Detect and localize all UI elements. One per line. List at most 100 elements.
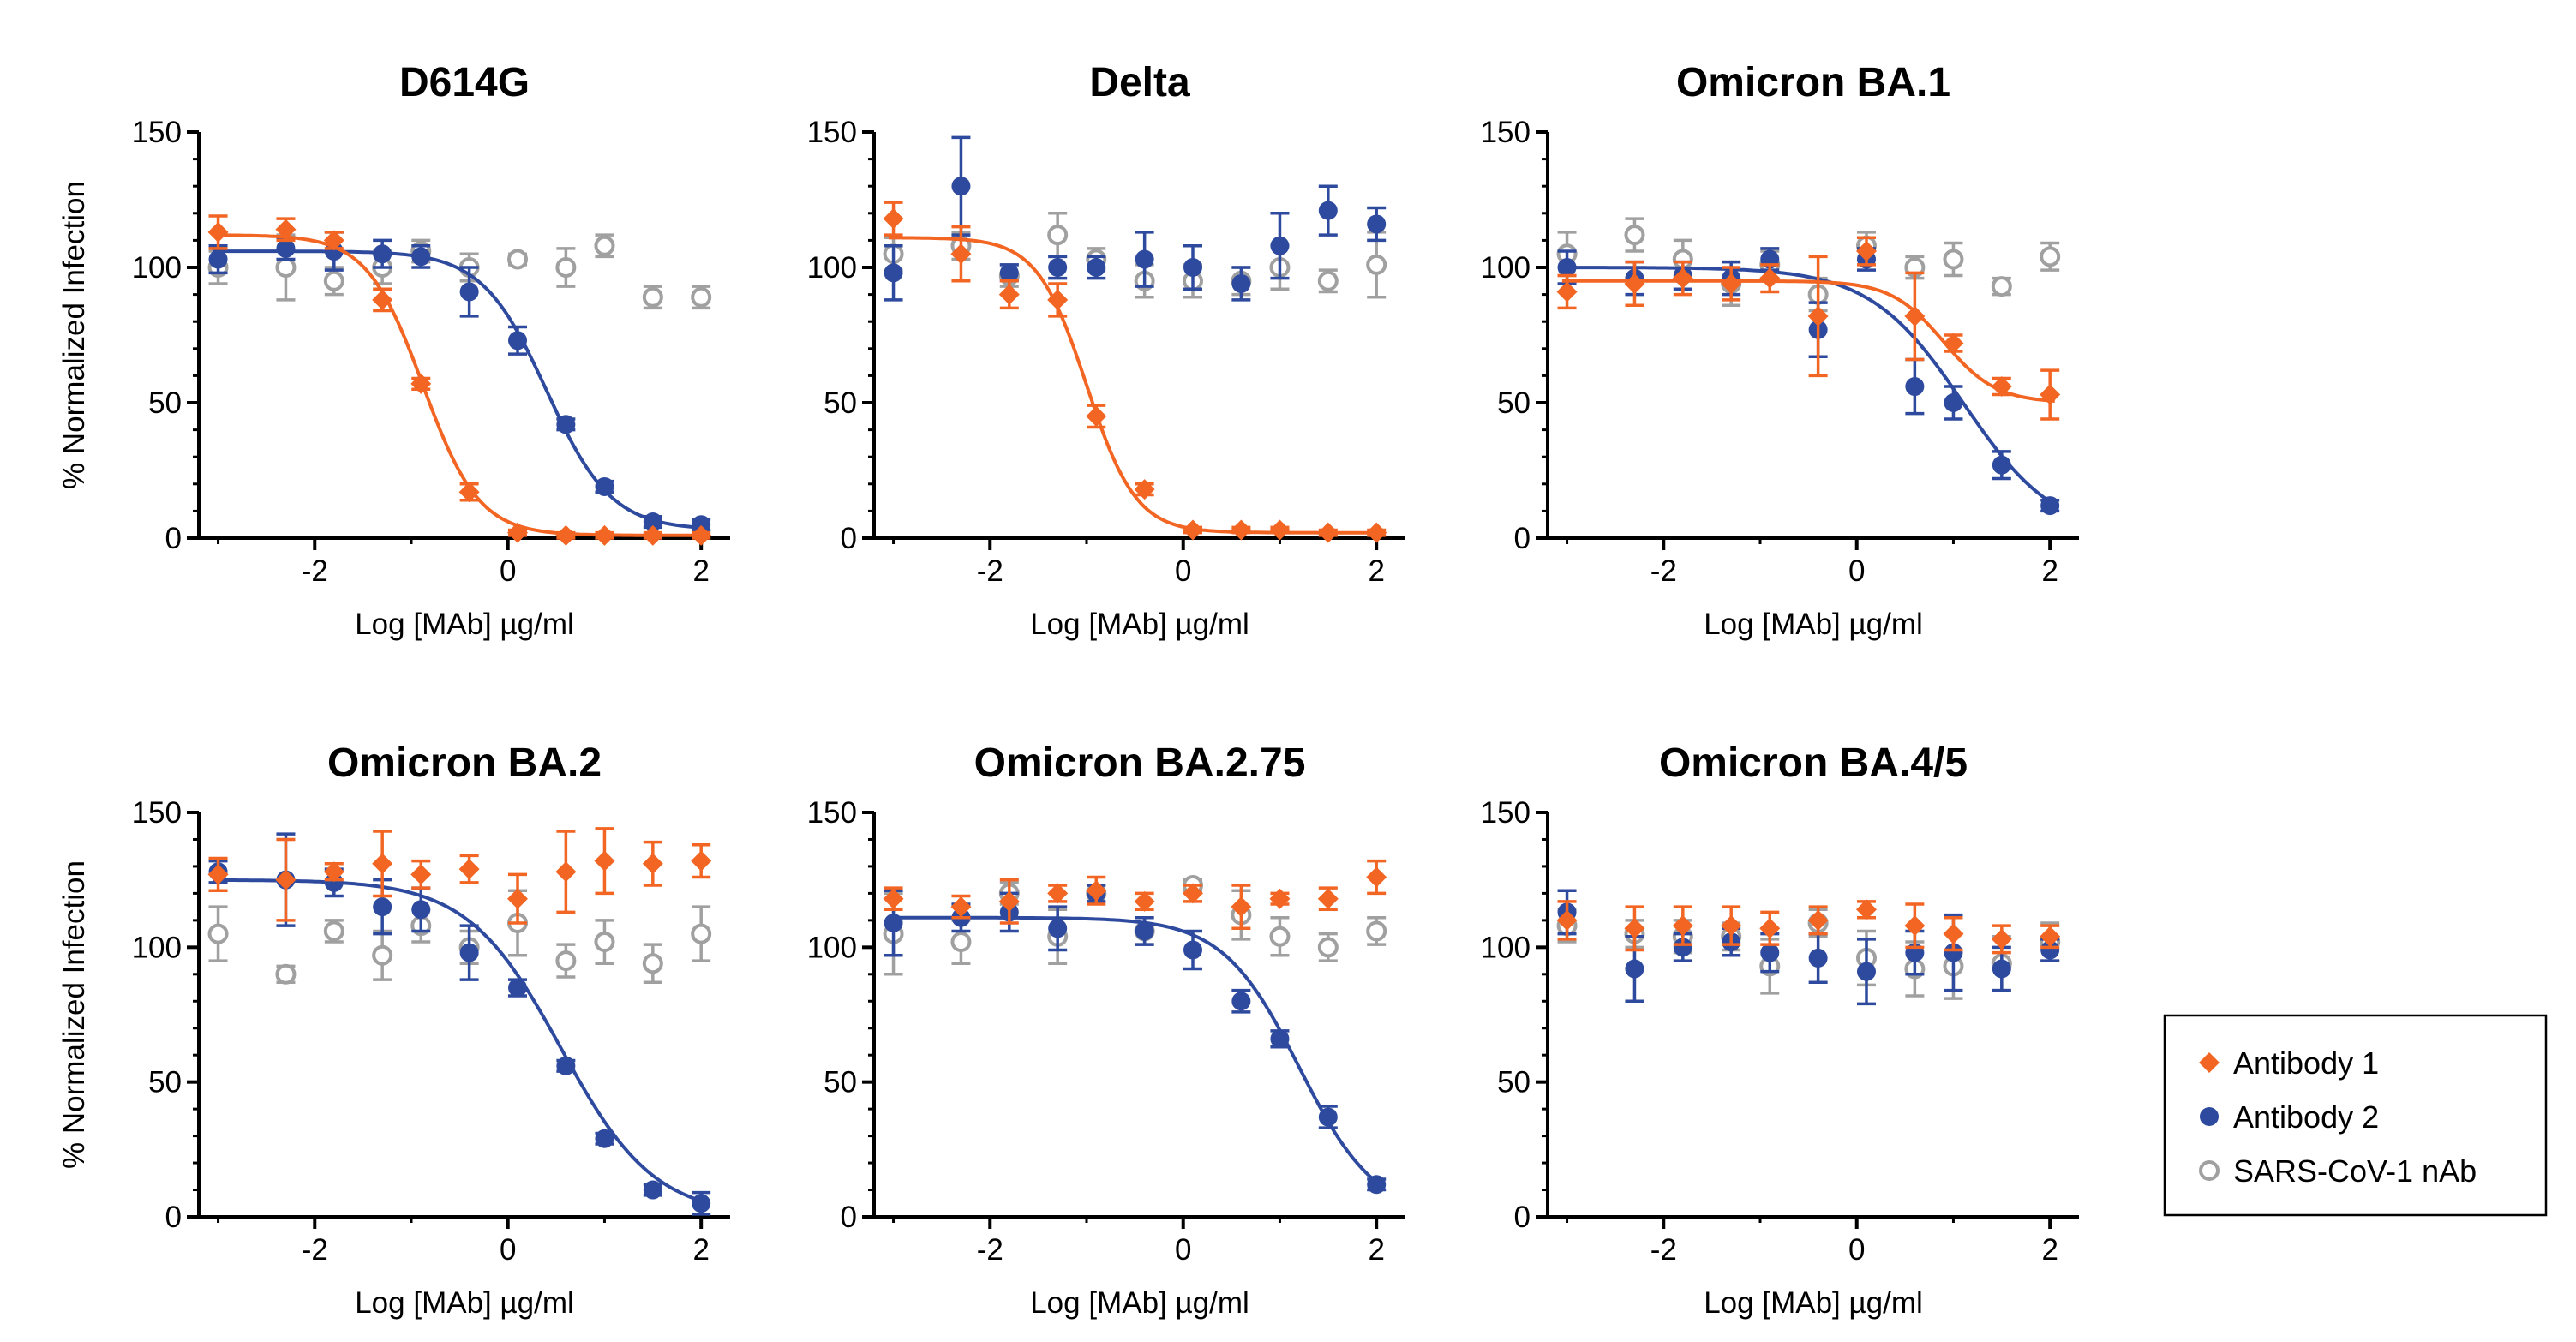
data-point xyxy=(692,515,711,535)
data-point xyxy=(1991,928,2012,950)
series-sars-cov-1-nab xyxy=(1556,217,2061,313)
data-point xyxy=(643,1180,662,1200)
data-point xyxy=(1367,1175,1387,1195)
data-point xyxy=(1991,376,2012,398)
x-tick-label: 2 xyxy=(692,554,709,588)
fit-curve xyxy=(888,236,1381,535)
data-point xyxy=(1624,918,1645,939)
data-point xyxy=(1672,267,1693,289)
data-point xyxy=(275,219,297,240)
series-antibody-1 xyxy=(1556,899,2061,955)
chart-panel-omicron-ba-2: Omicron BA.2 0 50 100 150 -2 0 2 Log [MAb] µg/ml… xyxy=(57,740,730,1320)
data-point xyxy=(1759,267,1781,289)
series-sars-cov-1-nab xyxy=(207,889,712,985)
legend-label-antibody-2: Antibody 2 xyxy=(2233,1099,2379,1135)
x-axis-label: Log [MAb] µg/ml xyxy=(355,1286,574,1320)
data-point xyxy=(691,286,712,308)
chart-title: Delta xyxy=(1089,60,1190,105)
data-point xyxy=(1086,880,1107,902)
y-tick-label: 150 xyxy=(807,116,857,149)
data-point xyxy=(276,238,296,258)
data-point xyxy=(1135,249,1154,269)
data-point xyxy=(1943,333,1964,354)
data-point xyxy=(1269,519,1291,541)
y-tick-label: 100 xyxy=(807,251,857,285)
legend-label-antibody-1: Antibody 1 xyxy=(2233,1045,2379,1081)
data-point xyxy=(1087,258,1106,277)
data-point xyxy=(2040,246,2061,267)
data-point xyxy=(1721,273,1742,294)
data-point xyxy=(1366,254,1387,275)
legend-marker-antibody-2 xyxy=(2200,1107,2219,1126)
x-tick-label: -2 xyxy=(977,554,1003,588)
data-point xyxy=(1086,405,1107,427)
y-tick-label: 100 xyxy=(132,251,182,285)
data-point xyxy=(207,923,229,944)
data-point xyxy=(642,953,663,974)
data-point xyxy=(556,1056,576,1075)
data-point xyxy=(1366,920,1387,942)
data-point xyxy=(508,978,527,998)
fit-curve xyxy=(888,915,1383,1188)
data-point xyxy=(207,221,229,243)
data-point xyxy=(642,286,663,308)
data-point xyxy=(1183,519,1203,541)
data-point xyxy=(1231,896,1252,918)
chart-panel-d614g: D614G 0 50 100 150 -2 0 2 Log [MAb] µg/ml % Norma… xyxy=(57,60,730,641)
data-point xyxy=(373,244,392,264)
data-point xyxy=(323,230,344,251)
data-point xyxy=(1318,201,1338,220)
data-point xyxy=(458,482,480,503)
data-point xyxy=(411,247,431,267)
data-point xyxy=(1048,919,1068,938)
data-point xyxy=(1269,888,1291,909)
y-tick-label: 0 xyxy=(841,522,857,555)
data-point xyxy=(1048,258,1068,277)
data-point xyxy=(1270,1029,1290,1049)
data-point xyxy=(372,289,393,310)
data-point xyxy=(1624,273,1645,294)
data-point xyxy=(1992,959,2011,979)
data-point xyxy=(1366,522,1387,543)
chart-title: D614G xyxy=(399,60,530,105)
data-point xyxy=(1183,940,1202,960)
chart-title: Omicron BA.2.75 xyxy=(974,740,1306,786)
chart-title: Omicron BA.1 xyxy=(1676,60,1950,105)
data-point xyxy=(1231,273,1251,293)
data-point xyxy=(1557,258,1577,277)
y-tick-label: 100 xyxy=(1481,931,1531,964)
data-point xyxy=(950,932,972,953)
x-tick-label: 2 xyxy=(2041,1233,2058,1267)
data-point xyxy=(373,897,392,917)
data-point xyxy=(594,235,615,256)
x-tick-label: 0 xyxy=(1848,1233,1865,1267)
data-point xyxy=(1904,915,1926,937)
data-point xyxy=(1943,923,1964,944)
y-tick-label: 0 xyxy=(1514,522,1531,555)
series-antibody-1 xyxy=(207,827,712,925)
legend-marker-sars-cov-1-nab xyxy=(2199,1160,2220,1181)
data-point xyxy=(595,1129,614,1148)
y-tick-label: 150 xyxy=(1481,116,1531,149)
data-point xyxy=(1807,909,1829,931)
x-axis-label: Log [MAb] µg/ml xyxy=(355,608,574,641)
data-point xyxy=(1556,909,1578,931)
y-tick-label: 150 xyxy=(132,116,182,149)
data-point xyxy=(1135,921,1154,941)
data-point xyxy=(594,850,615,872)
data-point xyxy=(410,864,432,885)
x-tick-label: -2 xyxy=(302,554,328,588)
chart-panel-omicron-ba-2-75: Omicron BA.2.75 0 50 100 150 -2 0 2 Log [MAb] µg… xyxy=(807,740,1405,1320)
data-point xyxy=(1317,937,1339,958)
x-tick-label: 0 xyxy=(1848,554,1865,588)
data-point xyxy=(883,208,904,230)
series-antibody-1 xyxy=(207,214,712,546)
data-point xyxy=(594,524,615,546)
data-point xyxy=(324,872,344,892)
data-point xyxy=(555,524,577,546)
data-point xyxy=(207,864,229,885)
data-point xyxy=(323,270,344,291)
data-point xyxy=(1856,899,1877,920)
data-point xyxy=(1366,866,1387,888)
data-point xyxy=(323,861,344,883)
